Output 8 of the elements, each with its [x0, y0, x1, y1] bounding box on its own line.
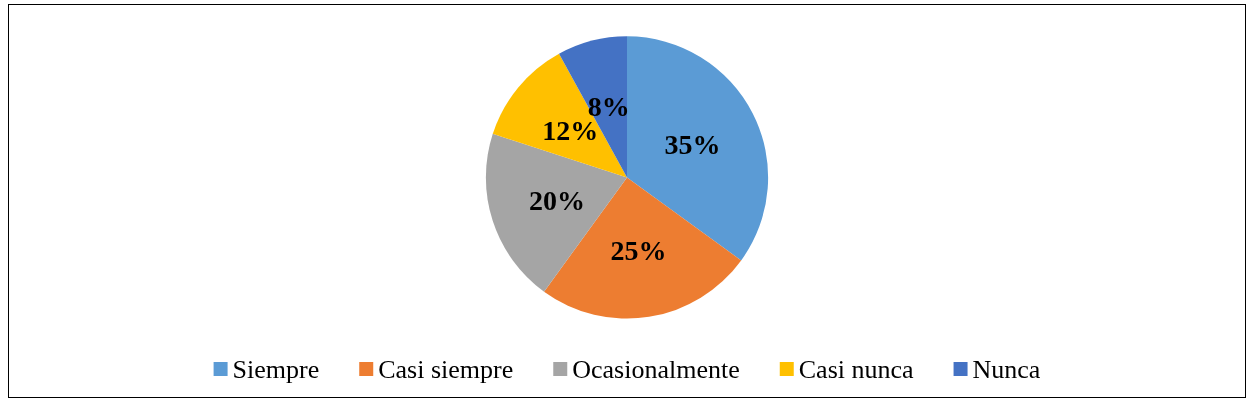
- data-label: 35%: [664, 128, 721, 160]
- legend-label: Casi nunca: [798, 354, 915, 384]
- data-label: 20%: [529, 184, 586, 216]
- data-label: 25%: [610, 234, 667, 266]
- legend-label: Nunca: [972, 354, 1041, 384]
- legend-label: Ocasionalmente: [572, 354, 740, 384]
- legend-label: Siempre: [232, 354, 320, 384]
- legend-label: Casi siempre: [378, 354, 514, 384]
